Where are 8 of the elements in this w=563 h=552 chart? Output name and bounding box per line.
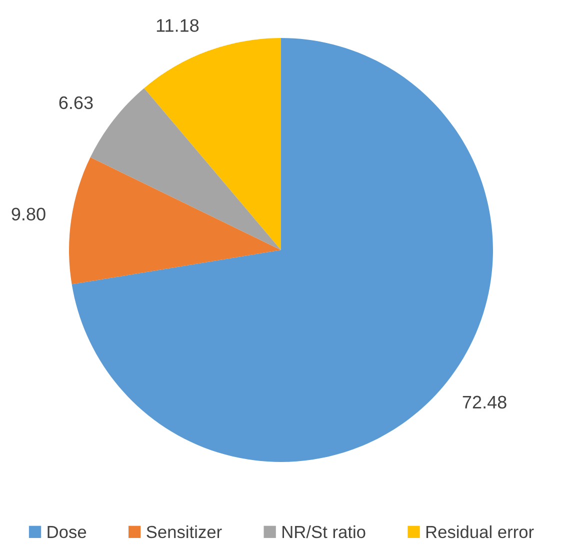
legend-label: NR/St ratio: [282, 525, 366, 538]
legend-label: Residual error: [426, 525, 534, 538]
legend-label: Dose: [48, 526, 86, 538]
data-label: 6.63: [59, 96, 93, 110]
legend-label: Sensitizer: [146, 525, 222, 538]
data-label: 11.18: [156, 19, 199, 32]
data-label: 72.48: [462, 396, 506, 409]
data-label: 9.80: [12, 208, 46, 220]
